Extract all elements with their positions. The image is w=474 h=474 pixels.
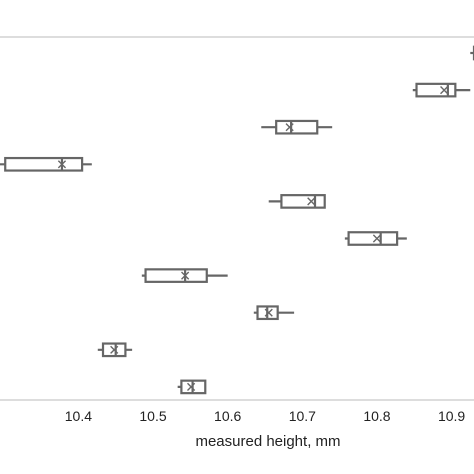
box-9 xyxy=(97,342,133,358)
mean-marker xyxy=(285,123,294,132)
box-iqr xyxy=(280,194,326,209)
box-1 xyxy=(470,45,474,61)
box-10 xyxy=(177,379,207,395)
mean-marker xyxy=(186,382,196,391)
plot-frame xyxy=(0,36,474,401)
box-5 xyxy=(268,194,326,209)
mean-marker xyxy=(181,271,190,280)
box-iqr xyxy=(275,119,319,135)
x-tick-label: 10.4 xyxy=(65,408,92,424)
box-iqr xyxy=(347,231,399,246)
box-4 xyxy=(0,156,92,172)
x-tick-label: 10.6 xyxy=(214,408,241,424)
box-7 xyxy=(141,268,228,283)
mean-marker xyxy=(372,234,382,243)
box-iqr xyxy=(415,82,457,98)
x-axis: 10.4 10.5 10.6 10.7 10.8 10.9 xyxy=(65,408,466,424)
x-tick-label: 10.8 xyxy=(363,408,390,424)
box-iqr xyxy=(144,268,208,283)
mean-marker xyxy=(264,308,273,317)
box-6 xyxy=(344,231,407,246)
mean-marker xyxy=(440,86,449,95)
mean-marker xyxy=(57,160,67,169)
x-tick-label: 10.7 xyxy=(289,408,316,424)
box-8 xyxy=(253,305,295,321)
x-tick-label: 10.5 xyxy=(139,408,166,424)
x-axis-title: measured height, mm xyxy=(195,433,340,450)
box-iqr xyxy=(4,156,84,172)
mean-marker xyxy=(307,197,316,206)
mean-marker xyxy=(110,345,119,354)
box-3 xyxy=(261,119,333,135)
x-tick-label: 10.9 xyxy=(438,408,465,424)
box-series xyxy=(0,45,474,395)
box-2 xyxy=(412,82,471,98)
